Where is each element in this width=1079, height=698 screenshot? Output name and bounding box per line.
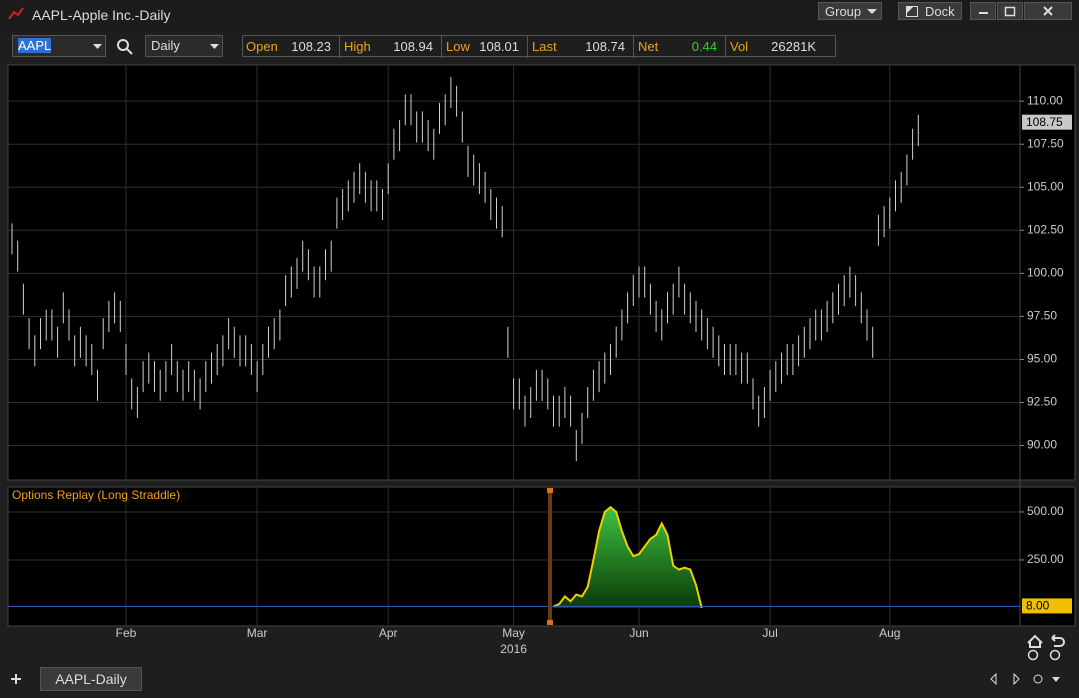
x-tick-label: Aug [879, 626, 900, 640]
quote-label: Net [638, 39, 659, 54]
undo-icon[interactable] [1051, 634, 1065, 647]
interval-box[interactable]: Daily [145, 35, 223, 57]
quote-label: Vol [730, 39, 749, 54]
quote-field: Vol 26281K [726, 36, 824, 58]
quote-strip [242, 35, 836, 57]
tab-bar: AAPL-Daily [0, 665, 1079, 698]
x-tick-label: Apr [379, 626, 398, 640]
panel-title: Options Replay (Long Straddle) [12, 488, 180, 502]
x-tick-label: Jun [629, 626, 648, 640]
x-tick-label: Jul [762, 626, 777, 640]
dropdown-arrow [210, 44, 219, 49]
marker-handle[interactable] [547, 488, 553, 493]
quote-field: Open 108.23 [242, 36, 340, 58]
symbol: AAPL [18, 38, 52, 53]
y-tick-label: 110.00 [1027, 93, 1063, 107]
dock-icon [906, 6, 918, 17]
dock-label: Dock [925, 4, 955, 19]
group-button[interactable]: Group [818, 2, 882, 20]
area-line [553, 505, 703, 609]
minimize-button[interactable] [970, 2, 996, 20]
symbol-box[interactable]: AAPL [12, 35, 106, 57]
y-tick-label: 500.00 [1027, 504, 1064, 518]
y-tick-label: 90.00 [1027, 438, 1057, 452]
options-panel [7, 486, 1076, 627]
quote-field: Net 0.44 [634, 36, 726, 58]
area-fill [553, 507, 702, 608]
search-icon[interactable] [116, 38, 134, 56]
y-tick-label: 95.00 [1027, 352, 1057, 366]
y-tick-label: 97.50 [1027, 309, 1057, 323]
tab-nav[interactable] [988, 673, 1068, 685]
quote-value: 108.01 [479, 39, 519, 54]
y-tick-label: 100.00 [1027, 266, 1064, 280]
dropdown-arrow [93, 44, 102, 49]
title-bar: AAPL-Apple Inc.-Daily Group Dock [0, 0, 1079, 30]
dropdown-arrow [867, 9, 877, 14]
quote-value: 26281K [771, 39, 816, 54]
y-tick-label: 102.50 [1027, 222, 1064, 236]
close-icon [1043, 6, 1053, 16]
quote-field: Low 108.01 [442, 36, 528, 58]
x-tick-label: Mar [247, 626, 268, 640]
quote-value: 0.44 [691, 39, 717, 54]
y-tick-label: 105.00 [1027, 179, 1064, 193]
maximize-button[interactable] [997, 2, 1023, 20]
quote-value: 108.74 [585, 39, 625, 54]
zoom-out-icon[interactable] [1049, 649, 1061, 661]
nav-icons [1027, 634, 1065, 661]
reference-box [1022, 598, 1072, 614]
app-icon [8, 7, 24, 20]
tab[interactable]: AAPL-Daily [40, 667, 142, 691]
last-price-box [1022, 114, 1072, 130]
x-axis-label: 2016 [500, 642, 527, 656]
x-tick-label: May [502, 626, 525, 640]
price-panel [7, 64, 1076, 481]
quote-field: High 108.94 [340, 36, 442, 58]
interval: Daily [151, 38, 180, 53]
chart: Feb Mar Apr May 2016 Jun Jul Aug 90.00 92.50 95.00… [0, 62, 1079, 665]
quote-field: Last 108.74 [528, 36, 634, 58]
group-label: Group [825, 4, 862, 19]
quote-label: High [344, 39, 371, 54]
quote-value: 108.23 [291, 39, 331, 54]
window-title: AAPL-Apple Inc.-Daily [32, 7, 171, 23]
y-tick-label: 107.50 [1027, 136, 1064, 150]
toolbar: AAPL Daily [0, 30, 1079, 62]
quote-label: Open [246, 39, 278, 54]
reference-label: 8.00 [1026, 599, 1050, 613]
dock-button[interactable]: Dock [898, 2, 962, 20]
minimize-icon [979, 12, 988, 14]
add-tab-icon[interactable] [10, 673, 22, 685]
x-tick-label: Feb [116, 626, 137, 640]
y-tick-label: 250.00 [1027, 552, 1064, 566]
quote-label: Low [446, 39, 470, 54]
y-tick-label: 92.50 [1027, 395, 1057, 409]
quote-label: Last [532, 39, 557, 54]
close-button[interactable] [1024, 2, 1072, 20]
zoom-in-icon[interactable] [1027, 649, 1039, 661]
last-price-label: 108.75 [1026, 115, 1063, 129]
quote-value: 108.94 [393, 39, 433, 54]
maximize-icon [1004, 6, 1016, 17]
marker-handle[interactable] [547, 620, 553, 625]
home-icon[interactable] [1027, 634, 1043, 648]
